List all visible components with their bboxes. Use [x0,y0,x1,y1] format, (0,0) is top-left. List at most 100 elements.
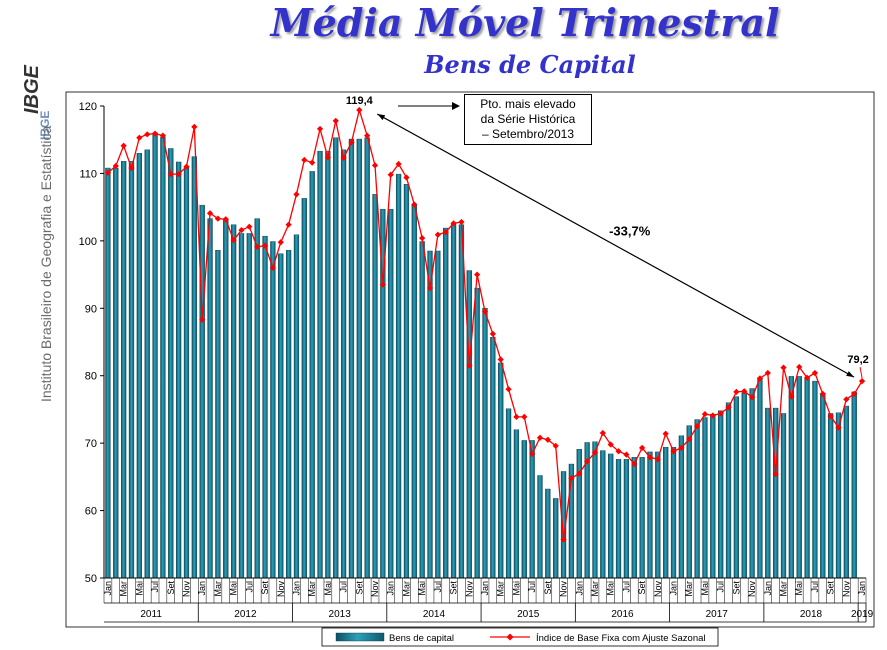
bar [458,224,465,579]
bar [773,407,779,579]
x-tick-label: Set [637,581,647,595]
x-tick-label: Mai [700,581,710,596]
bar [168,148,174,579]
y-tick-label: 120 [79,101,97,113]
bar [631,457,637,579]
bar [340,149,347,579]
year-label: 2012 [234,609,257,620]
bar [152,132,158,579]
x-tick-label: Mar [779,581,789,597]
line-point [293,191,300,198]
bar [293,234,300,579]
year-label: 2013 [329,609,352,620]
x-tick-label: Mai [229,581,239,596]
bar [246,233,252,579]
bar [372,194,378,579]
bar [835,412,842,579]
x-tick-label: Jan [669,581,679,596]
bar [325,150,331,579]
x-tick-label: Mai [134,581,144,596]
bar [419,241,425,579]
bar [655,451,661,579]
line-point [497,356,504,363]
x-tick-label: Jan [574,581,584,596]
bar [309,171,315,579]
bar [757,377,763,579]
change-arrow-head-end [846,371,855,378]
bar [301,198,307,579]
bar [725,402,732,579]
line-point [505,386,512,393]
x-tick-label: Jan [197,581,207,596]
bar [670,446,677,579]
x-tick-label: Set [543,581,553,595]
line-point [261,242,269,249]
y-tick-label: 70 [85,438,97,450]
note-pointer-head [452,102,460,110]
bar [623,459,630,579]
line-point [717,410,724,417]
bar [474,287,480,579]
x-tick-label: Mai [606,581,616,596]
x-tick-label: Nov [276,581,286,598]
x-tick-label: Mar [496,581,506,597]
line-point [835,424,842,431]
x-tick-label: Mar [401,581,411,597]
x-tick-label: Jul [150,581,160,593]
bar [191,156,197,579]
line-point [639,444,646,451]
legend-bar-label: Bens de capital [389,633,454,644]
x-tick-label: Jan [763,581,773,596]
x-tick-label: Nov [370,581,380,598]
bar [207,218,213,579]
x-tick-label: Nov [559,581,569,598]
line-point [709,412,716,419]
bar [450,223,457,579]
x-tick-label: Jul [810,581,820,593]
y-tick-label: 50 [85,573,97,585]
bar [466,270,472,579]
bar [843,405,849,579]
bar [348,138,355,579]
year-label: 2016 [611,609,634,620]
x-tick-label: Jul [716,581,726,593]
peak-note-box: Pto. mais elevado da Série Histórica – S… [464,94,592,145]
bar [592,441,598,579]
year-label: 2015 [517,609,540,620]
change-arrow-head-start [377,114,386,121]
line-point [489,330,496,338]
y-tick-label: 110 [79,168,97,180]
year-label: 2011 [140,609,162,620]
bar [317,150,323,579]
x-tick-label: Set [354,581,364,595]
bar [136,152,142,579]
bar [663,446,669,579]
x-tick-label: Set [731,581,741,595]
bar [175,161,182,579]
peak-label: 119,4 [346,95,374,107]
page-title: Média Móvel Trimestral [270,0,780,45]
line-point [474,271,481,278]
bar [262,235,268,579]
bar [356,138,362,579]
x-tick-label: Mar [684,581,694,597]
line-point [662,430,669,437]
year-label: 2014 [423,609,446,620]
bar [285,250,292,579]
x-tick-label: Jan [291,581,301,596]
bar [215,250,221,579]
line-point [191,123,198,131]
bar [576,449,582,579]
bar [639,457,645,579]
last-value-pointer [859,367,863,379]
bar [427,250,433,579]
line-point [725,404,732,411]
bar [395,173,402,579]
line-point [607,441,614,448]
bar [490,337,496,579]
line-point [175,170,182,178]
bar [749,388,755,579]
bar [254,218,260,579]
line-point [246,223,253,230]
x-tick-label: Jul [339,581,349,593]
